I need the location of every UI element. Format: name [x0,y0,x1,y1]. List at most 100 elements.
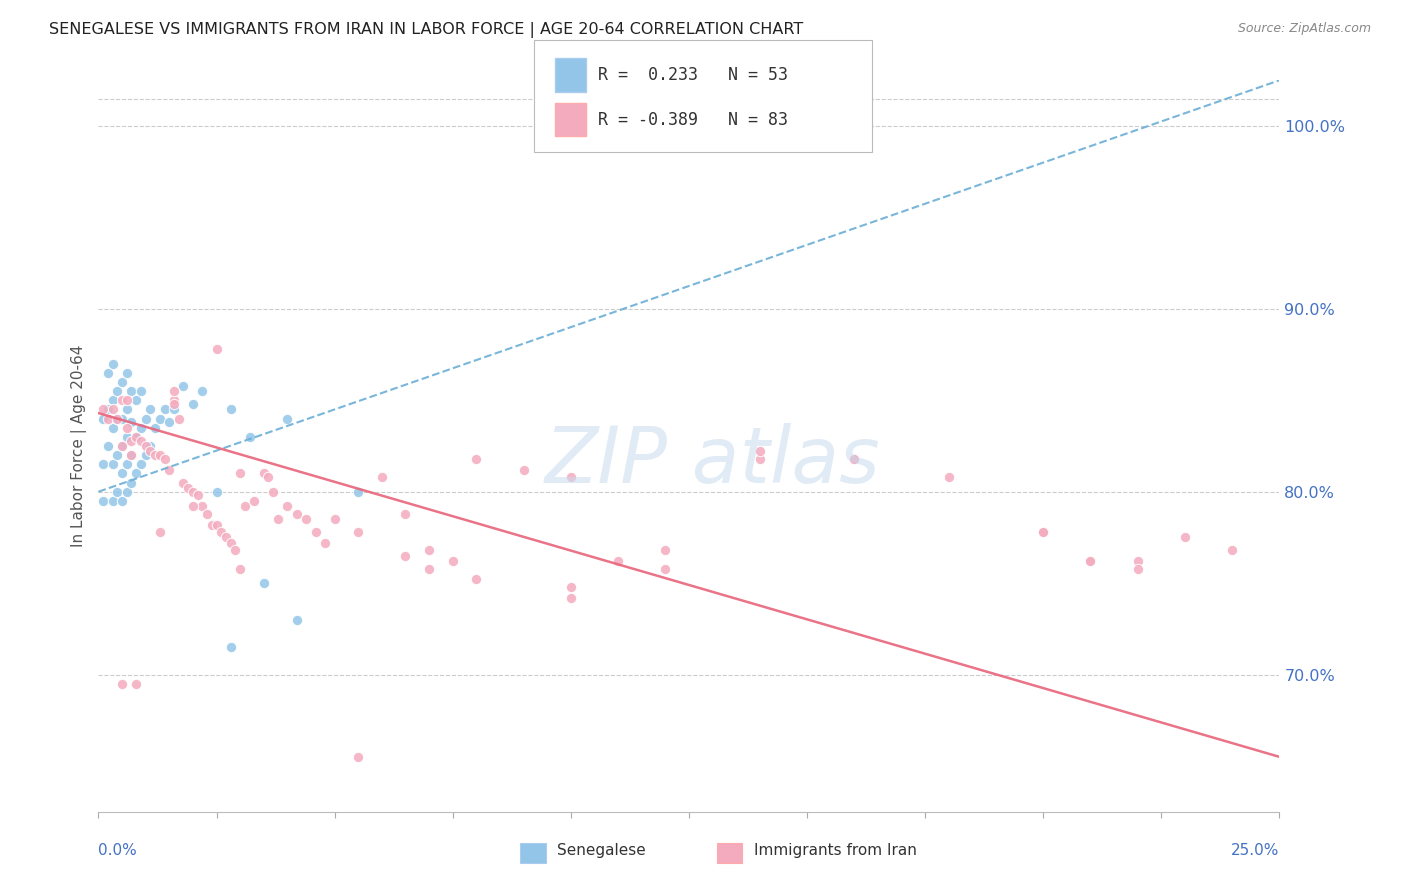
Point [285,613,308,627]
Point [219,402,242,417]
Point [153,402,176,417]
Point [97,366,120,380]
Point [1032,524,1054,539]
Point [97,411,120,425]
Point [209,524,232,539]
Text: ZIP atlas: ZIP atlas [544,423,880,499]
Point [219,640,242,655]
Point [512,463,534,477]
Point [115,458,138,472]
Point [347,484,370,499]
Point [224,543,246,558]
Point [418,561,440,575]
Point [177,481,200,495]
Point [233,500,256,514]
Point [167,411,190,425]
Point [125,677,148,691]
Point [115,484,138,499]
Text: Immigrants from Iran: Immigrants from Iran [754,844,917,858]
Point [121,448,143,462]
Point [305,524,328,539]
Point [111,493,134,508]
Point [149,411,172,425]
Point [172,378,194,392]
Point [115,402,138,417]
Point [285,507,308,521]
Point [276,411,298,425]
Point [97,402,120,417]
Text: 0.0%: 0.0% [98,843,138,858]
Point [229,561,252,575]
Point [111,375,134,389]
Point [101,420,124,434]
Point [91,493,114,508]
Point [215,530,238,544]
Point [201,517,224,532]
Point [205,484,228,499]
Point [91,458,114,472]
Point [97,439,120,453]
Point [295,512,318,526]
Point [314,536,336,550]
Point [323,512,346,526]
Point [844,451,866,466]
Text: Source: ZipAtlas.com: Source: ZipAtlas.com [1237,22,1371,36]
Point [101,402,124,417]
Point [748,444,770,458]
Point [111,411,134,425]
Point [157,463,180,477]
Point [219,536,242,550]
Text: R =  0.233   N = 53: R = 0.233 N = 53 [598,66,787,84]
Point [135,411,157,425]
Point [257,470,280,484]
Point [125,393,148,408]
Point [115,420,138,434]
Point [191,500,214,514]
Text: 25.0%: 25.0% [1232,843,1279,858]
Point [125,467,148,481]
Point [1220,543,1243,558]
Point [938,470,960,484]
Point [105,411,128,425]
Point [229,467,252,481]
Point [1080,554,1102,568]
Point [560,470,582,484]
Point [243,493,266,508]
Point [105,411,128,425]
Point [121,415,143,429]
Text: R = -0.389   N = 83: R = -0.389 N = 83 [598,111,787,128]
Point [105,384,128,399]
Point [163,402,186,417]
Point [347,524,370,539]
Point [748,451,770,466]
Point [91,411,114,425]
Point [253,576,276,591]
Point [149,524,172,539]
Point [121,448,143,462]
Point [418,543,440,558]
Point [163,384,186,399]
Point [253,467,276,481]
Y-axis label: In Labor Force | Age 20-64: In Labor Force | Age 20-64 [72,345,87,547]
Point [441,554,464,568]
Point [262,484,284,499]
Point [394,507,416,521]
Point [111,439,134,453]
Point [181,500,204,514]
Point [121,475,143,490]
Point [115,393,138,408]
Point [157,415,180,429]
Point [143,448,166,462]
Point [135,448,157,462]
Point [205,342,228,356]
Point [181,397,204,411]
Point [125,430,148,444]
Point [91,402,114,417]
Point [560,580,582,594]
Point [121,434,143,448]
Point [1126,554,1149,568]
Point [163,397,186,411]
Text: Senegalese: Senegalese [557,844,645,858]
Point [205,517,228,532]
Point [181,484,204,499]
